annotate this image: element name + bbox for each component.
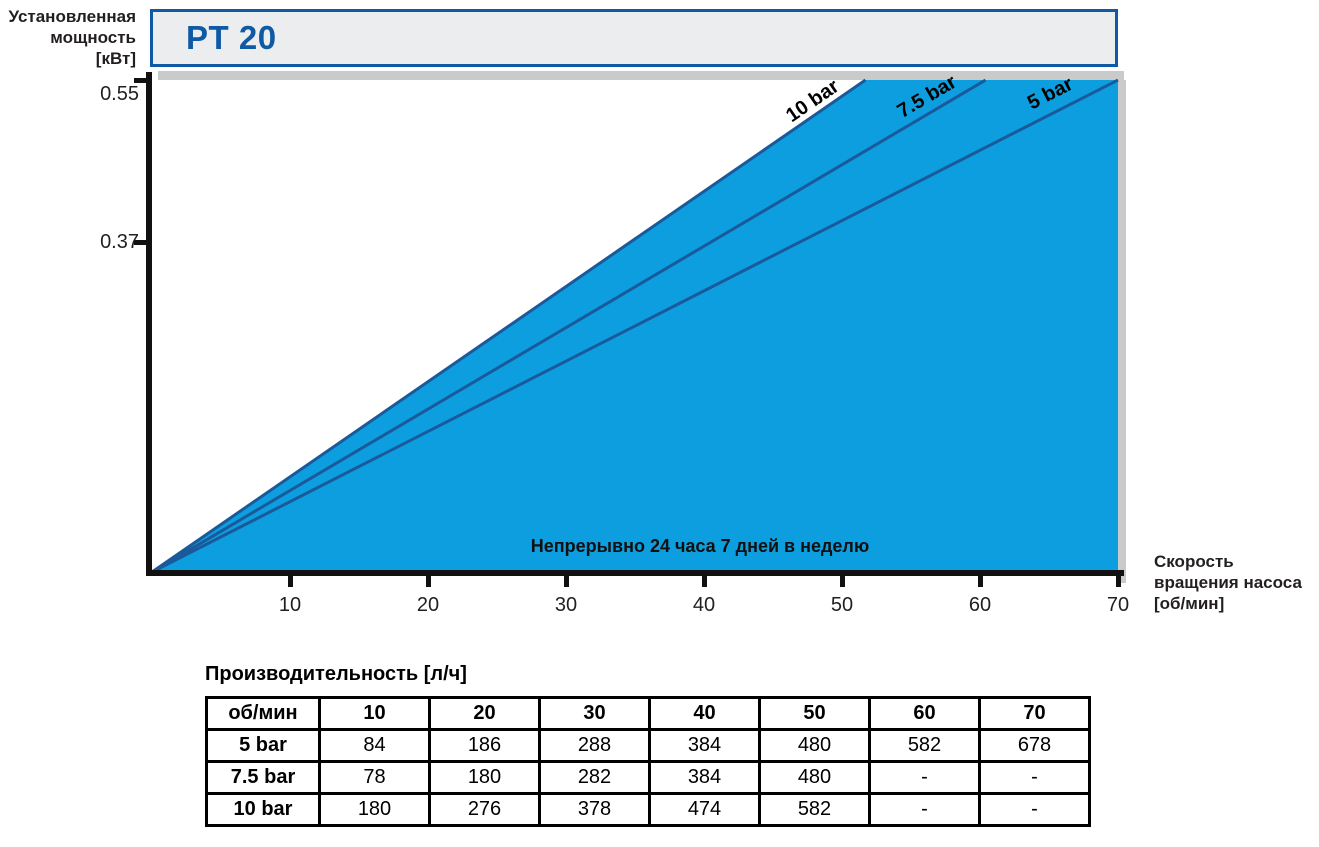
y-tick xyxy=(134,240,146,245)
row-label: 5 bar xyxy=(205,728,321,763)
table-cell: 276 xyxy=(428,792,541,827)
table-cell: 480 xyxy=(758,728,871,763)
table-row: 10 bar 180 276 378 474 582 - - xyxy=(205,792,1091,827)
chart-right-shadow xyxy=(1118,80,1126,583)
table-cell: 678 xyxy=(978,728,1091,763)
table-cell: 288 xyxy=(538,728,651,763)
y-axis-title-line: мощность xyxy=(50,28,136,47)
x-tick-label: 70 xyxy=(1107,594,1129,616)
x-axis-title-line: Скорость xyxy=(1154,552,1234,571)
x-tick xyxy=(840,576,845,587)
x-tick-label: 10 xyxy=(279,594,301,616)
header-cell: 40 xyxy=(648,696,761,731)
x-tick-label: 50 xyxy=(831,594,853,616)
x-tick xyxy=(702,576,707,587)
table-header-row: об/мин 10 20 30 40 50 60 70 xyxy=(205,696,1091,731)
table-row: 5 bar 84 186 288 384 480 582 678 xyxy=(205,728,1091,763)
x-tick-label: 30 xyxy=(555,594,577,616)
y-axis-title: Установленная мощность [кВт] xyxy=(0,6,136,69)
header-cell: 60 xyxy=(868,696,981,731)
table-cell: 84 xyxy=(318,728,431,763)
table-cell: 378 xyxy=(538,792,651,827)
table-cell: 384 xyxy=(648,728,761,763)
continuous-duty-note: Непрерывно 24 часа 7 дней в неделю xyxy=(531,536,870,556)
header-cell: 30 xyxy=(538,696,651,731)
header-cell: 50 xyxy=(758,696,871,731)
table-cell: 582 xyxy=(868,728,981,763)
x-axis-title-line: вращения насоса xyxy=(1154,573,1302,592)
x-tick-label: 20 xyxy=(417,594,439,616)
x-axis-line xyxy=(146,570,1124,576)
table-cell: - xyxy=(978,760,1091,795)
row-label: 10 bar xyxy=(205,792,321,827)
line-7-5bar xyxy=(151,78,987,574)
x-axis-title-line: [об/мин] xyxy=(1154,594,1225,613)
table-cell: - xyxy=(978,792,1091,827)
power-chart: 0.55 0.37 10 20 30 40 50 60 70 10 bar 7.… xyxy=(100,71,1129,616)
x-tick xyxy=(978,576,983,587)
table-row: 7.5 bar 78 180 282 384 480 - - xyxy=(205,760,1091,795)
table-cell: 180 xyxy=(318,792,431,827)
line-10bar xyxy=(151,78,867,574)
table-cell: 474 xyxy=(648,792,761,827)
x-tick xyxy=(288,576,293,587)
y-tick-label: 0.37 xyxy=(100,231,139,253)
capacity-section: Производительность [л/ч] об/мин 10 20 30… xyxy=(205,663,1091,827)
model-title: PT 20 xyxy=(186,19,277,56)
table-cell: 186 xyxy=(428,728,541,763)
x-tick xyxy=(426,576,431,587)
capacity-table: об/мин 10 20 30 40 50 60 70 5 bar 84 186… xyxy=(205,696,1091,827)
table-cell: 582 xyxy=(758,792,871,827)
model-header-box: PT 20 xyxy=(150,9,1118,67)
y-axis-line xyxy=(146,72,152,576)
table-cell: 282 xyxy=(538,760,651,795)
header-cell: 20 xyxy=(428,696,541,731)
y-axis-title-line: [кВт] xyxy=(95,49,136,68)
table-cell: - xyxy=(868,760,981,795)
x-axis-title: Скорость вращения насоса [об/мин] xyxy=(1154,551,1302,614)
header-cell: об/мин xyxy=(205,696,321,731)
table-cell: 180 xyxy=(428,760,541,795)
table-cell: 480 xyxy=(758,760,871,795)
y-axis-title-line: Установленная xyxy=(8,7,136,26)
y-tick-label: 0.55 xyxy=(100,83,139,105)
x-tick-label: 40 xyxy=(693,594,715,616)
x-tick-label: 60 xyxy=(969,594,991,616)
y-tick xyxy=(134,78,146,83)
header-shadow xyxy=(158,71,1124,80)
x-tick xyxy=(564,576,569,587)
table-cell: - xyxy=(868,792,981,827)
table-cell: 78 xyxy=(318,760,431,795)
header-cell: 70 xyxy=(978,696,1091,731)
capacity-table-title: Производительность [л/ч] xyxy=(205,663,467,685)
row-label: 7.5 bar xyxy=(205,760,321,795)
header-cell: 10 xyxy=(318,696,431,731)
x-tick xyxy=(1116,576,1121,587)
table-cell: 384 xyxy=(648,760,761,795)
line-5bar xyxy=(151,78,1119,574)
